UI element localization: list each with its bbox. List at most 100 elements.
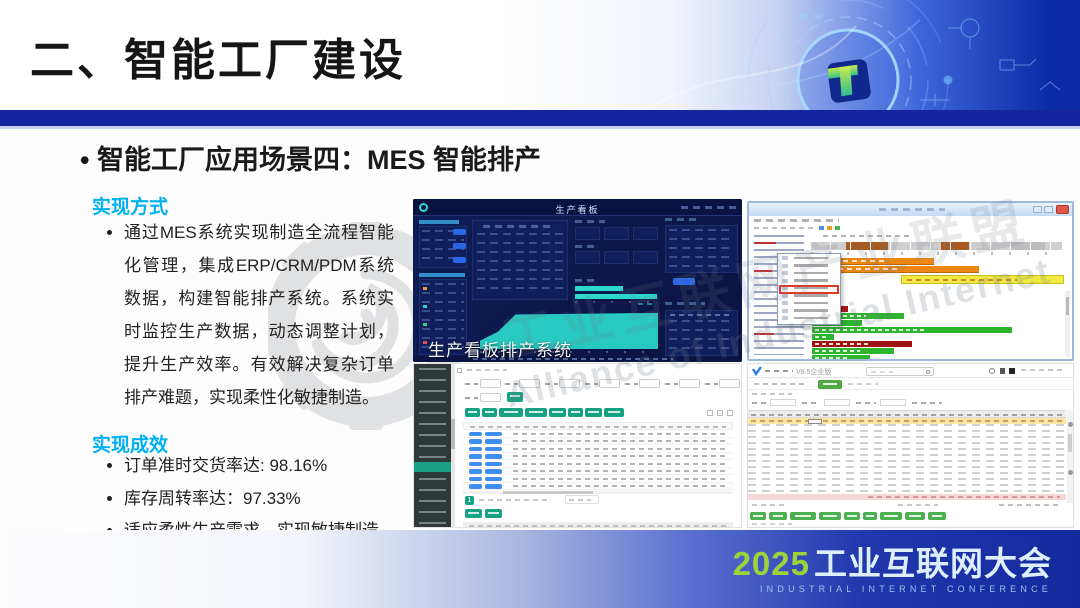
search-icon[interactable] bbox=[926, 369, 930, 374]
selected-row-highlight[interactable] bbox=[748, 418, 1066, 425]
row-action-pill[interactable] bbox=[485, 446, 502, 451]
erp-button[interactable] bbox=[863, 512, 877, 520]
table-row[interactable] bbox=[463, 482, 733, 490]
dashboard-button[interactable] bbox=[453, 257, 466, 263]
scroll-marker[interactable] bbox=[1067, 422, 1073, 427]
dashboard-button[interactable] bbox=[673, 278, 695, 285]
sidebar-items-placeholder[interactable] bbox=[419, 368, 446, 525]
apps-icon[interactable] bbox=[1009, 368, 1015, 374]
erp-button[interactable] bbox=[928, 512, 946, 520]
dashboard-button[interactable] bbox=[453, 229, 466, 235]
gantt-bar-green[interactable] bbox=[812, 334, 834, 340]
gantt-bar-green[interactable] bbox=[812, 355, 870, 359]
table-settings-icon[interactable] bbox=[707, 410, 713, 416]
action-button[interactable] bbox=[465, 408, 480, 417]
row-action-pill[interactable] bbox=[469, 461, 482, 466]
gantt-bar-green[interactable] bbox=[812, 348, 894, 354]
row-action-pill[interactable] bbox=[485, 431, 502, 436]
action-button[interactable] bbox=[525, 408, 547, 417]
row-action-pill[interactable] bbox=[469, 431, 482, 436]
search-button[interactable] bbox=[507, 392, 523, 402]
page-size-select[interactable] bbox=[565, 495, 599, 504]
table-row[interactable] bbox=[463, 475, 733, 483]
menu-item[interactable] bbox=[778, 314, 840, 322]
erp-button[interactable] bbox=[905, 512, 925, 520]
scroll-marker[interactable] bbox=[1067, 470, 1073, 475]
search-input[interactable] bbox=[866, 366, 934, 376]
filter-input[interactable] bbox=[559, 379, 580, 388]
filter-input[interactable] bbox=[599, 379, 620, 388]
gantt-bar-orange[interactable] bbox=[812, 258, 934, 265]
table-row[interactable] bbox=[463, 430, 733, 438]
toolbar-icon[interactable] bbox=[819, 226, 824, 230]
row-action-pill[interactable] bbox=[469, 469, 482, 474]
pager-placeholder[interactable] bbox=[999, 504, 1059, 506]
close-button[interactable] bbox=[1056, 205, 1069, 214]
toolbar-placeholder[interactable] bbox=[754, 227, 814, 229]
maximize-button[interactable] bbox=[1044, 206, 1053, 213]
new-schedule-button[interactable] bbox=[818, 380, 842, 389]
row-action-pill[interactable] bbox=[485, 461, 502, 466]
table-row[interactable] bbox=[463, 452, 733, 460]
filter-input[interactable] bbox=[519, 379, 540, 388]
menu-item[interactable] bbox=[778, 299, 840, 307]
vertical-scrollbar[interactable] bbox=[1065, 291, 1070, 357]
filter-input[interactable] bbox=[770, 399, 796, 406]
gantt-bar-yellow[interactable] bbox=[901, 275, 1064, 284]
erp-button[interactable] bbox=[880, 512, 902, 520]
scrollbar-thumb[interactable] bbox=[451, 419, 455, 449]
row-action-pill[interactable] bbox=[469, 446, 482, 451]
menu-item[interactable] bbox=[778, 269, 840, 277]
filter-input[interactable] bbox=[719, 379, 740, 388]
sidebar-scrollbar[interactable] bbox=[451, 364, 455, 527]
window-titlebar[interactable] bbox=[749, 203, 1072, 216]
download-icon[interactable] bbox=[717, 410, 723, 416]
toolbar-menu-placeholder[interactable] bbox=[754, 383, 804, 385]
filter-input[interactable] bbox=[480, 393, 501, 402]
minimize-button[interactable] bbox=[1033, 206, 1042, 213]
scrollbar-thumb[interactable] bbox=[1068, 434, 1072, 452]
action-button[interactable] bbox=[604, 408, 624, 417]
pagination-placeholder[interactable] bbox=[479, 499, 549, 501]
row-action-pill[interactable] bbox=[485, 454, 502, 459]
action-button[interactable] bbox=[568, 408, 583, 417]
tab-icon[interactable] bbox=[457, 368, 462, 373]
toolbar-icon[interactable] bbox=[827, 226, 832, 230]
scrollbar-thumb[interactable] bbox=[503, 491, 593, 494]
table-row[interactable] bbox=[463, 437, 733, 445]
bottom-button[interactable] bbox=[465, 509, 482, 518]
menu-bar-placeholder[interactable] bbox=[754, 219, 839, 222]
user-icon[interactable] bbox=[1000, 368, 1005, 374]
row-action-pill[interactable] bbox=[485, 484, 502, 489]
menu-item[interactable] bbox=[778, 292, 840, 300]
erp-button[interactable] bbox=[790, 512, 816, 520]
gantt-bar-green[interactable] bbox=[812, 327, 1012, 333]
context-menu[interactable] bbox=[777, 253, 841, 325]
filter-input[interactable] bbox=[679, 379, 700, 388]
row-action-pill[interactable] bbox=[485, 476, 502, 481]
menu-item[interactable] bbox=[778, 277, 840, 285]
menu-item[interactable] bbox=[778, 254, 840, 262]
refresh-icon[interactable] bbox=[727, 410, 733, 416]
bottom-button[interactable] bbox=[485, 509, 502, 518]
erp-button[interactable] bbox=[750, 512, 766, 520]
help-icon[interactable] bbox=[989, 368, 995, 374]
row-action-pill[interactable] bbox=[485, 439, 502, 444]
pagination-page-active[interactable]: 1 bbox=[465, 496, 474, 505]
row-action-pill[interactable] bbox=[485, 469, 502, 474]
filter-input[interactable] bbox=[880, 399, 906, 406]
erp-button[interactable] bbox=[819, 512, 841, 520]
filter-input[interactable] bbox=[824, 399, 850, 406]
editing-cell[interactable] bbox=[808, 418, 822, 424]
gantt-bar-orange[interactable] bbox=[816, 266, 979, 273]
row-action-pill[interactable] bbox=[469, 476, 482, 481]
action-button[interactable] bbox=[482, 408, 497, 417]
horizontal-scrollbar[interactable] bbox=[463, 491, 733, 494]
tab-bar-placeholder[interactable] bbox=[467, 369, 507, 371]
vertical-scrollbar[interactable] bbox=[1067, 410, 1073, 503]
erp-button[interactable] bbox=[769, 512, 787, 520]
dashboard-button[interactable] bbox=[453, 243, 466, 249]
action-button[interactable] bbox=[585, 408, 602, 417]
filter-input[interactable] bbox=[639, 379, 660, 388]
menu-item[interactable] bbox=[778, 284, 840, 292]
